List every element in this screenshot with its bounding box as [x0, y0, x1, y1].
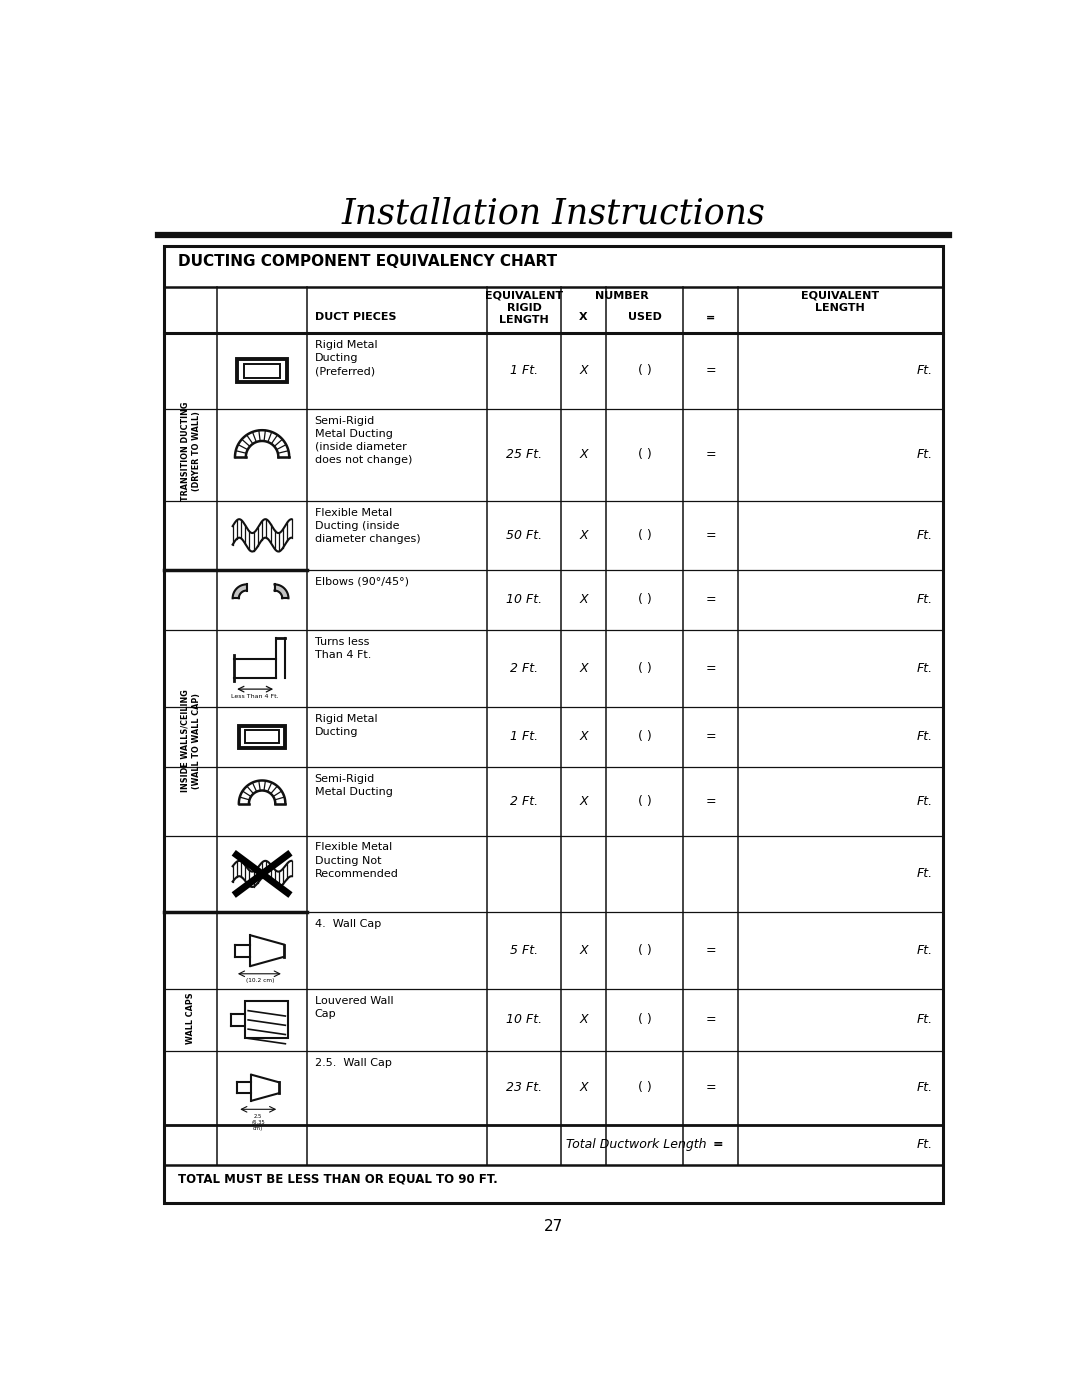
Text: ( ): ( ): [637, 529, 651, 542]
Text: ( ): ( ): [637, 1081, 651, 1094]
Text: =: =: [705, 365, 716, 377]
Text: 1 Ft.: 1 Ft.: [510, 731, 539, 743]
Text: =: =: [705, 731, 716, 743]
Text: 1 Ft.: 1 Ft.: [510, 365, 539, 377]
Text: TRANSITION DUCTING
(DRYER TO WALL): TRANSITION DUCTING (DRYER TO WALL): [180, 402, 201, 502]
Text: ( ): ( ): [637, 594, 651, 606]
Text: =: =: [705, 662, 716, 675]
Text: ( ): ( ): [637, 731, 651, 743]
Text: EQUIVALENT
LENGTH: EQUIVALENT LENGTH: [801, 291, 879, 313]
Text: ( ): ( ): [637, 1013, 651, 1027]
Text: =: =: [706, 313, 715, 323]
Text: X: X: [579, 594, 588, 606]
Text: ( ): ( ): [637, 365, 651, 377]
Bar: [238, 359, 287, 383]
Text: Ft.: Ft.: [917, 529, 933, 542]
Text: Ft.: Ft.: [917, 795, 933, 807]
Text: Ft.: Ft.: [917, 1013, 933, 1027]
Text: TOTAL MUST BE LESS THAN OR EQUAL TO 90 FT.: TOTAL MUST BE LESS THAN OR EQUAL TO 90 F…: [178, 1172, 498, 1185]
Text: Ft.: Ft.: [917, 365, 933, 377]
Text: =: =: [705, 594, 716, 606]
Text: Elbows (90°/45°): Elbows (90°/45°): [314, 577, 408, 587]
Text: Flexible Metal
Ducting (inside
diameter changes): Flexible Metal Ducting (inside diameter …: [314, 509, 420, 545]
Text: WALL CAPS: WALL CAPS: [187, 993, 195, 1045]
Bar: [164, 246, 943, 1203]
Text: Flexible Metal
Ducting Not
Recommended: Flexible Metal Ducting Not Recommended: [314, 842, 399, 879]
Text: EQUIVALENT
RIGID
LENGTH: EQUIVALENT RIGID LENGTH: [485, 291, 564, 326]
Text: Ft.: Ft.: [917, 1139, 933, 1151]
Text: 10 Ft.: 10 Ft.: [507, 1013, 542, 1027]
Text: =: =: [705, 448, 716, 461]
Text: ( ): ( ): [637, 795, 651, 807]
Text: 25 Ft.: 25 Ft.: [507, 448, 542, 461]
Text: Ft.: Ft.: [917, 448, 933, 461]
Text: =: =: [713, 1139, 724, 1151]
Text: Semi-Rigid
Metal Ducting
(inside diameter
does not change): Semi-Rigid Metal Ducting (inside diamete…: [314, 415, 411, 465]
Text: Rigid Metal
Ducting: Rigid Metal Ducting: [314, 714, 377, 736]
Text: USED: USED: [627, 313, 661, 323]
Bar: [245, 1002, 288, 1038]
Text: ( ): ( ): [637, 944, 651, 957]
Text: Ft.: Ft.: [917, 731, 933, 743]
Text: ( ): ( ): [637, 662, 651, 675]
Text: 5 Ft.: 5 Ft.: [510, 944, 539, 957]
Text: =: =: [705, 795, 716, 807]
Text: Ft.: Ft.: [917, 944, 933, 957]
Text: 10 Ft.: 10 Ft.: [507, 594, 542, 606]
Text: =: =: [705, 1013, 716, 1027]
Text: Semi-Rigid
Metal Ducting: Semi-Rigid Metal Ducting: [314, 774, 392, 798]
Text: Louvered Wall
Cap: Louvered Wall Cap: [314, 996, 393, 1020]
Text: =: =: [705, 944, 716, 957]
Text: X: X: [579, 662, 588, 675]
Text: X: X: [579, 731, 588, 743]
Text: Ft.: Ft.: [917, 662, 933, 675]
Text: INSIDE WALLS/CEILING
(WALL TO WALL CAP): INSIDE WALLS/CEILING (WALL TO WALL CAP): [180, 690, 201, 792]
Text: Installation Instructions: Installation Instructions: [341, 196, 766, 231]
Text: Ft.: Ft.: [917, 1081, 933, 1094]
Text: Turns less
Than 4 Ft.: Turns less Than 4 Ft.: [314, 637, 370, 659]
Text: Ft.: Ft.: [917, 594, 933, 606]
Bar: [239, 726, 285, 747]
Text: X: X: [579, 1081, 588, 1094]
Text: 50 Ft.: 50 Ft.: [507, 529, 542, 542]
Text: Ft.: Ft.: [917, 868, 933, 880]
Text: 4.  Wall Cap: 4. Wall Cap: [314, 919, 381, 929]
Text: =: =: [705, 1081, 716, 1094]
Text: (10.2 cm): (10.2 cm): [245, 978, 274, 983]
Text: X: X: [579, 448, 588, 461]
Text: 2 Ft.: 2 Ft.: [510, 795, 539, 807]
Text: Total Ductwork Length: Total Ductwork Length: [566, 1139, 706, 1151]
Polygon shape: [232, 584, 246, 598]
Polygon shape: [274, 584, 288, 598]
Text: DUCTING COMPONENT EQUIVALENCY CHART: DUCTING COMPONENT EQUIVALENCY CHART: [178, 254, 557, 270]
Bar: [245, 731, 279, 743]
Text: X: X: [579, 529, 588, 542]
Text: 2.5
(6.35
cm): 2.5 (6.35 cm): [252, 1113, 265, 1130]
Text: X: X: [579, 795, 588, 807]
Text: DUCT PIECES: DUCT PIECES: [314, 313, 396, 323]
Text: 23 Ft.: 23 Ft.: [507, 1081, 542, 1094]
Text: Less Than 4 Ft.: Less Than 4 Ft.: [231, 694, 279, 698]
Text: X: X: [579, 1013, 588, 1027]
Text: X: X: [579, 313, 588, 323]
Text: 2 Ft.: 2 Ft.: [510, 662, 539, 675]
Text: =: =: [705, 529, 716, 542]
Text: 2.5.  Wall Cap: 2.5. Wall Cap: [314, 1058, 391, 1067]
Text: X: X: [579, 365, 588, 377]
Text: Rigid Metal
Ducting
(Preferred): Rigid Metal Ducting (Preferred): [314, 339, 377, 377]
Text: ( ): ( ): [637, 448, 651, 461]
Text: 27: 27: [544, 1220, 563, 1234]
Text: X: X: [579, 944, 588, 957]
Bar: [244, 365, 280, 377]
Text: NUMBER: NUMBER: [595, 291, 649, 300]
